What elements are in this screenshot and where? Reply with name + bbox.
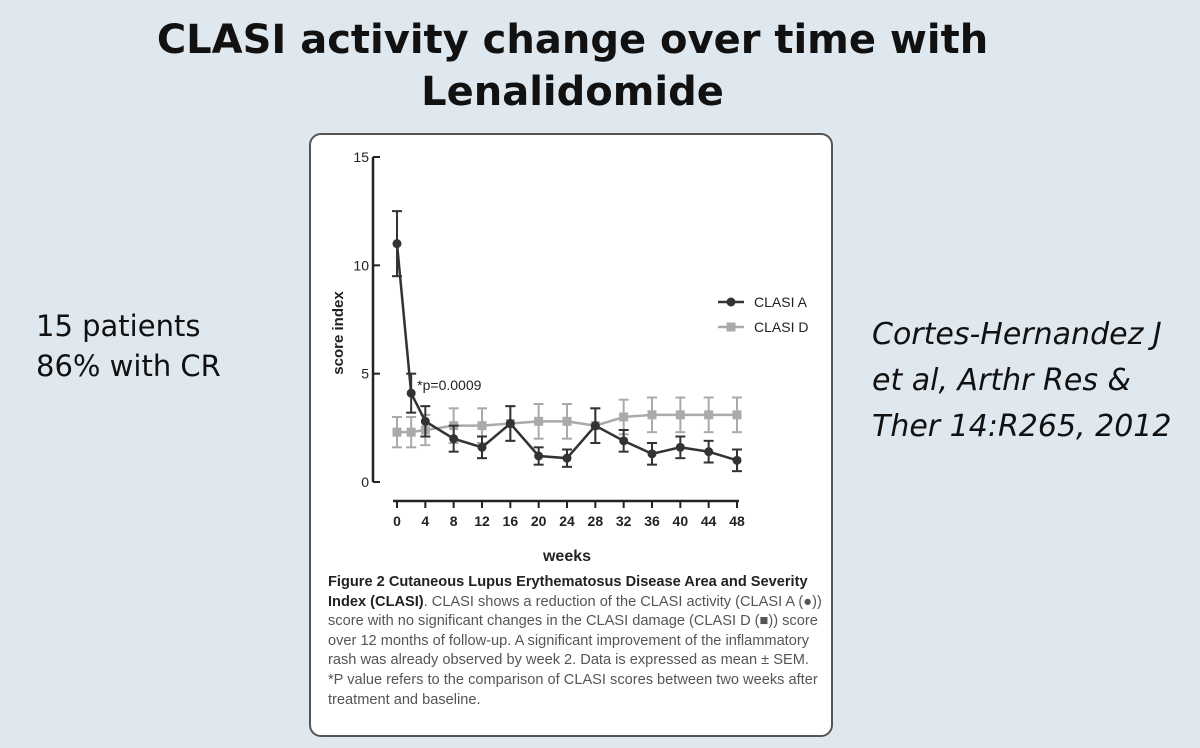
patient-count: 15 patients (36, 309, 201, 343)
x-axis-label: weeks (542, 548, 591, 565)
data-point (647, 410, 657, 420)
data-point (704, 410, 714, 420)
y-tick-label: 0 (361, 474, 369, 490)
data-point (392, 239, 402, 249)
data-point (534, 416, 544, 426)
data-point (534, 451, 544, 461)
slide-title-line-1: CLASI activity change over time with (156, 17, 989, 63)
patient-summary: 15 patients 86% with CR (36, 306, 221, 386)
legend-marker (726, 297, 736, 307)
data-point (449, 434, 459, 444)
data-point (647, 449, 657, 459)
x-tick-label: 44 (701, 513, 717, 529)
data-point (590, 421, 600, 431)
data-point (619, 436, 629, 446)
x-tick-label: 40 (673, 513, 689, 529)
x-tick-label: 36 (644, 513, 660, 529)
data-point (505, 419, 515, 428)
series-clasi-d (392, 396, 742, 449)
data-point (675, 410, 685, 420)
x-tick-label: 20 (531, 513, 547, 529)
p-value-annotation: *p=0.0009 (417, 377, 481, 393)
data-point (562, 416, 572, 426)
series-clasi-a (392, 210, 742, 473)
citation: Cortes-Hernandez J et al, Arthr Res & Th… (872, 317, 1172, 444)
x-tick-label: 12 (474, 513, 490, 529)
x-tick-label: 0 (393, 513, 401, 529)
legend-label: CLASI D (754, 319, 808, 335)
data-point (562, 453, 572, 463)
data-point (406, 388, 416, 398)
caption-heading: Figure 2 Cutaneous Lupus Erythematosus D… (328, 574, 808, 610)
x-tick-label: 32 (616, 513, 632, 529)
data-point (732, 455, 742, 465)
response-rate: 86% with CR (36, 349, 221, 383)
data-point (392, 427, 402, 437)
chart-series (392, 210, 742, 473)
figure-panel: 0 5 10 15 0 4 8 12 16 20 24 28 32 36 40 44 48 CLASI A CLA… (309, 133, 833, 737)
data-point (477, 421, 487, 431)
figure-caption: Figure 2 Cutaneous Lupus Erythematosus D… (328, 573, 828, 710)
data-point (406, 427, 416, 437)
data-point (704, 447, 714, 457)
data-point (420, 416, 430, 426)
y-axis-label: score index (330, 291, 347, 375)
series-line (395, 243, 738, 462)
series-line (397, 413, 737, 434)
x-tick-label: 4 (421, 513, 429, 529)
data-point (477, 442, 487, 452)
legend-marker (726, 322, 736, 332)
data-point (675, 442, 685, 452)
chart-legend: CLASI A CLASI D (718, 294, 808, 335)
x-tick-label: 48 (729, 513, 745, 529)
y-tick-label: 5 (361, 366, 369, 382)
y-tick-label: 10 (353, 257, 369, 273)
x-tick-label: 24 (559, 513, 575, 529)
data-point (732, 410, 742, 420)
slide-title: CLASI activity change over time with Len… (0, 14, 1145, 118)
caption-body: . CLASI shows a reduction of the CLASI a… (328, 593, 822, 708)
x-tick-label: 8 (450, 513, 458, 529)
x-tick-label: 16 (503, 513, 519, 529)
legend-label: CLASI A (754, 294, 808, 310)
slide-title-line-2: Lenalidomide (421, 69, 724, 115)
data-point (619, 412, 629, 422)
y-tick-label: 15 (353, 149, 369, 165)
x-tick-label: 28 (588, 513, 604, 529)
